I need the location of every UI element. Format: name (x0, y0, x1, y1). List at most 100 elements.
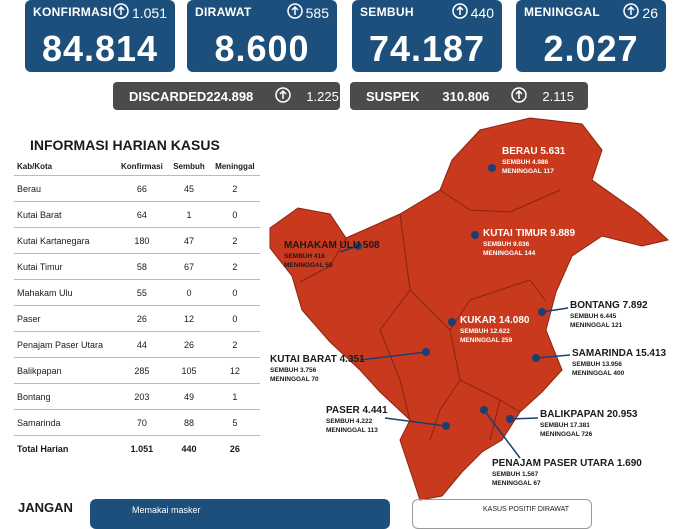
footer-banner: Memakai masker (90, 499, 390, 529)
table-cell: 0 (209, 279, 260, 306)
table-cell: 1.051 (130, 443, 154, 454)
table-cell: 88 (168, 409, 210, 436)
sub-value: 12.622 (489, 328, 510, 335)
arrow-icon (623, 3, 640, 22)
region-title: BALIKPAPAN 20.953 (540, 409, 637, 421)
sub-label: MENINGGAL (326, 427, 366, 434)
change-value: 26 (642, 4, 658, 21)
region-total: 15.413 (635, 348, 667, 359)
table-row: Bontang 203 49 1 (14, 383, 260, 410)
footer-heading: JANGAN (18, 500, 73, 515)
secondary-change: 1.225 (263, 86, 339, 106)
secondary-label: DISCARDED (129, 88, 207, 104)
table-cell: 44 (115, 331, 169, 358)
change-value: 2.115 (542, 88, 574, 104)
secondary-value: 310.806 (442, 88, 490, 104)
table-cell: 1 (168, 201, 210, 228)
change-value: 440 (470, 4, 494, 21)
table-cell: Bontang (14, 383, 116, 410)
region-title: PASER 4.441 (326, 405, 388, 417)
sub-value: 117 (543, 168, 554, 175)
sub-value: 144 (524, 250, 536, 257)
table-cell: 285 (115, 357, 169, 384)
region-name: PENAJAM PASER UTARA (492, 458, 615, 469)
region-title: KUTAI TIMUR 9.889 (483, 228, 575, 240)
table-title: INFORMASI HARIAN KASUS (30, 137, 220, 153)
stat-card: DIRAWAT 585 8.600 (187, 0, 337, 72)
secondary-label: SUSPEK (366, 88, 420, 104)
table-row: Berau 66 45 2 (14, 175, 260, 202)
table-row: Kutai Kartanegara 180 47 2 (14, 227, 260, 254)
region-label: SAMARINDA 15.413 SEMBUH 13.956 MENINGGAL 4… (572, 348, 666, 378)
sub-label: MENINGGAL (540, 431, 580, 438)
region-label: KUKAR 14.080 SEMBUH 12.622 MENINGGAL 259 (460, 315, 529, 345)
table-total: Total Harian 1.051 440 26 (14, 436, 260, 462)
table-cell: 2 (209, 253, 260, 280)
sub-label: SEMBUH (483, 241, 512, 248)
stat-change: 26 (623, 3, 658, 22)
region-name: PASER (326, 405, 360, 416)
region-sub: MENINGGAL 144 (483, 249, 575, 258)
region-label: BERAU 5.631 SEMBUH 4.986 MENINGGAL 117 (502, 146, 565, 176)
table-row: Kutai Timur 58 67 2 (14, 253, 260, 280)
sub-value: 13.956 (601, 361, 622, 368)
stat-card: MENINGGAL 26 2.027 (516, 0, 666, 72)
stat-card: SEMBUH 440 74.187 (352, 0, 502, 72)
table-cell: 2 (209, 227, 260, 254)
region-title: PENAJAM PASER UTARA 1.690 (492, 458, 642, 470)
sub-value: 1.567 (521, 471, 539, 478)
stat-value: 8.600 (214, 28, 310, 69)
sub-value: 416 (313, 253, 325, 260)
stat-change: 440 (451, 3, 494, 22)
sub-label: MENINGGAL (460, 337, 500, 344)
region-sub: MENINGGAL 726 (540, 430, 637, 439)
sub-label: SEMBUH (572, 361, 601, 368)
table-cell: Kutai Kartanegara (14, 227, 116, 254)
secondary-card: SUSPEK 310.806 2.115 (350, 82, 588, 110)
region-name: BERAU (502, 146, 538, 157)
region-sub: SEMBUH 3.756 (270, 366, 365, 375)
sub-value: 259 (501, 337, 513, 344)
table-cell: Total Harian (17, 443, 69, 454)
table-cell: 12 (209, 357, 260, 384)
sub-value: 400 (613, 370, 625, 377)
sub-value: 17.381 (569, 422, 590, 429)
table-row: Samarinda 70 88 5 (14, 409, 260, 436)
table-cell: Samarinda (14, 409, 116, 436)
region-name: KUTAI TIMUR (483, 228, 548, 239)
sub-value: 3.756 (299, 367, 317, 374)
table-cell: 0 (168, 279, 210, 306)
region-total: 7.892 (622, 300, 648, 311)
region-sub: SEMBUH 416 (284, 252, 380, 261)
sub-label: MENINGGAL (270, 376, 310, 383)
region-label: BONTANG 7.892 SEMBUH 6.445 MENINGGAL 121 (570, 300, 648, 330)
sub-label: SEMBUH (570, 313, 599, 320)
secondary-card: DISCARDED 224.898 1.225 (113, 82, 340, 110)
region-sub: SEMBUH 12.622 (460, 327, 529, 336)
region-sub: MENINGGAL 121 (570, 321, 648, 330)
region-total: 4.351 (339, 354, 365, 365)
sub-value: 50 (325, 262, 333, 269)
sub-label: SEMBUH (492, 471, 521, 478)
region-sub: SEMBUH 13.956 (572, 360, 666, 369)
sub-label: SEMBUH (284, 253, 313, 260)
stat-label: DIRAWAT (195, 5, 252, 19)
table-cell: 26 (229, 443, 240, 454)
stat-change: 1.051 (113, 3, 167, 22)
stat-value: 2.027 (543, 28, 639, 69)
region-sub: MENINGGAL 113 (326, 426, 388, 435)
stat-label: MENINGGAL (524, 5, 601, 19)
region-label: KUTAI BARAT 4.351 SEMBUH 3.756 MENINGGAL 7… (270, 354, 365, 384)
daily-table: Kab/Kota Konfirmasi Sembuh Meninggal Berau 66… (14, 157, 260, 461)
table-header: Konfirmasi (115, 157, 169, 176)
table-cell: 203 (115, 383, 169, 410)
region-sub: SEMBUH 4.986 (502, 158, 565, 167)
region-name: MAHAKAM ULU (284, 240, 361, 251)
table-row: Balikpapan 285 105 12 (14, 357, 260, 384)
region-sub: SEMBUH 9.036 (483, 240, 575, 249)
table-cell: 2 (209, 175, 260, 202)
region-sub: MENINGGAL 117 (502, 167, 565, 176)
sub-value: 70 (311, 376, 319, 383)
region-label: KUTAI TIMUR 9.889 SEMBUH 9.036 MENINGGAL 1… (483, 228, 575, 258)
region-total: 5.631 (540, 146, 566, 157)
